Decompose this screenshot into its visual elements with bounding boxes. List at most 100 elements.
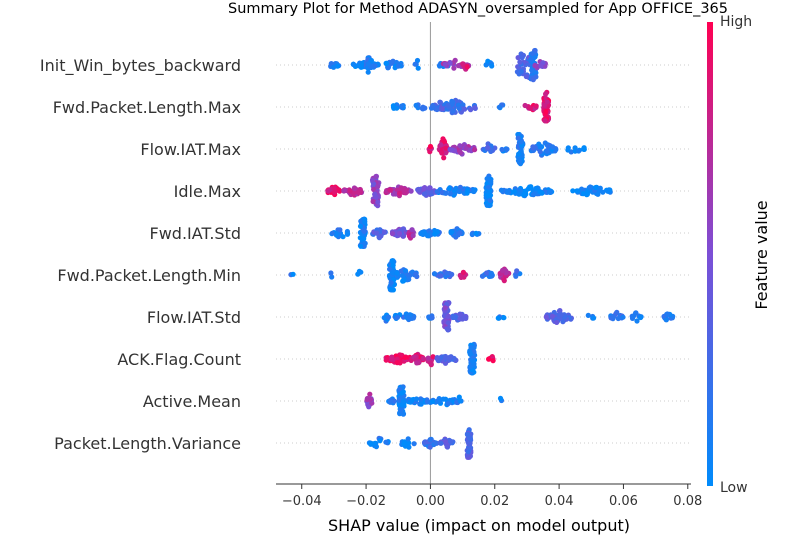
shap-point: [456, 188, 463, 195]
feature-label: Init_Win_bytes_backward: [40, 56, 241, 76]
shap-point: [328, 270, 334, 276]
shap-point: [585, 312, 591, 318]
shap-point: [355, 271, 361, 277]
shap-point: [406, 233, 412, 239]
shap-point: [427, 437, 433, 443]
shap-point: [329, 274, 335, 280]
shap-point: [341, 188, 347, 194]
shap-point: [413, 396, 420, 402]
shap-point: [458, 274, 464, 280]
shap-point: [480, 273, 486, 279]
shap-point: [438, 142, 444, 148]
shap-point: [450, 108, 456, 114]
shap-point: [375, 184, 381, 190]
shap-point: [593, 184, 599, 191]
shap-point: [437, 99, 443, 105]
shap-point: [336, 187, 342, 193]
shap-point: [402, 268, 409, 274]
shap-point: [514, 268, 520, 274]
shap-point: [405, 436, 411, 442]
shap-point: [400, 278, 407, 284]
shap-point: [576, 148, 582, 154]
shap-point: [517, 59, 523, 65]
shap-point: [544, 99, 550, 105]
chart-title: Summary Plot for Method ADASYN_oversampl…: [228, 1, 728, 17]
shap-point: [355, 189, 361, 195]
shap-point: [427, 143, 434, 150]
shap-point: [337, 227, 343, 233]
x-tick-label: 0.00: [416, 494, 445, 509]
shap-point: [615, 315, 621, 322]
shap-point: [383, 60, 390, 66]
shap-point: [329, 230, 336, 236]
shap-point: [516, 151, 522, 157]
shap-point: [487, 197, 493, 203]
shap-point: [394, 360, 400, 366]
shap-point: [407, 399, 413, 405]
shap-point: [533, 70, 539, 76]
shap-point: [333, 232, 340, 238]
shap-point: [358, 243, 364, 249]
shap-point: [374, 230, 380, 236]
shap-point: [485, 184, 491, 190]
shap-point: [558, 312, 565, 318]
shap-point: [332, 189, 338, 195]
shap-point: [444, 444, 450, 450]
x-tick-label: 0.06: [609, 494, 638, 509]
shap-point: [554, 319, 560, 325]
shap-point: [447, 191, 453, 197]
shap-point: [467, 363, 473, 370]
x-axis-label: SHAP value (impact on model output): [328, 516, 630, 535]
shap-point: [414, 360, 420, 366]
shap-point: [365, 69, 371, 75]
shap-point: [429, 399, 435, 405]
x-tick-label: 0.02: [480, 494, 509, 509]
x-tick-label: −0.04: [282, 494, 322, 509]
shap-point: [501, 315, 507, 321]
shap-point: [383, 439, 389, 445]
shap-point: [533, 103, 539, 109]
shap-point: [395, 63, 401, 69]
shap-point: [385, 314, 392, 320]
shap-point: [486, 356, 492, 362]
colorbar: High Low Feature value: [707, 14, 771, 496]
x-tick-label: 0.08: [673, 494, 702, 509]
shap-point: [419, 231, 425, 237]
shap-point: [537, 144, 543, 150]
shap-point: [530, 144, 536, 150]
shap-point: [427, 444, 433, 450]
shap-point: [499, 146, 505, 153]
shap-points: [288, 47, 676, 460]
shap-point: [451, 65, 457, 71]
shap-point: [468, 345, 474, 351]
shap-point: [513, 273, 519, 279]
shap-point: [565, 145, 571, 151]
shap-point: [463, 145, 469, 151]
shap-point: [457, 143, 463, 149]
shap-point: [470, 358, 476, 364]
colorbar-high-label: High: [720, 14, 752, 30]
shap-point: [484, 270, 490, 276]
shap-point: [472, 105, 478, 111]
feature-label: Packet.Length.Variance: [54, 434, 241, 453]
colorbar-low-label: Low: [720, 480, 748, 496]
shap-point: [455, 63, 462, 69]
shap-point: [362, 240, 368, 246]
shap-point: [528, 56, 534, 62]
shap-point: [460, 61, 466, 67]
shap-point: [537, 149, 543, 155]
shap-point: [596, 187, 603, 193]
shap-point: [544, 148, 550, 154]
x-axis-ticks: −0.04 −0.02 0.00 0.02 0.04 0.06 0.08: [282, 484, 702, 509]
shap-point: [411, 441, 417, 447]
shap-point: [445, 102, 451, 108]
shap-point: [402, 187, 408, 193]
feature-label: Fwd.Packet.Length.Max: [53, 98, 241, 117]
shap-point: [413, 102, 419, 108]
shap-point: [401, 441, 407, 447]
shap-point: [442, 354, 448, 360]
shap-point: [517, 158, 523, 164]
shap-point: [449, 271, 455, 277]
feature-label: ACK.Flag.Count: [117, 350, 241, 369]
shap-point: [344, 231, 351, 237]
